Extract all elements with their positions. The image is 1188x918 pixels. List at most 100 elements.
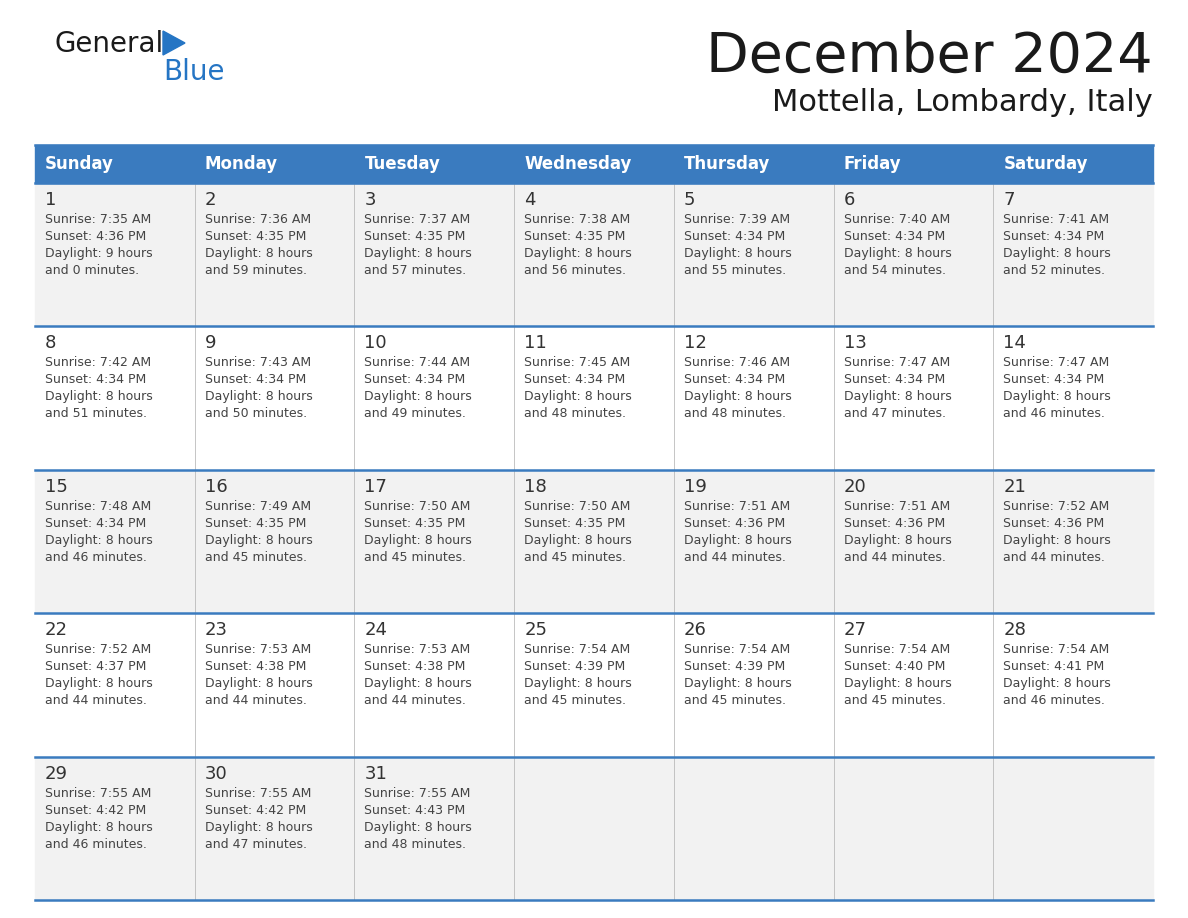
Text: and 54 minutes.: and 54 minutes. xyxy=(843,264,946,277)
Text: Sunset: 4:35 PM: Sunset: 4:35 PM xyxy=(524,230,626,243)
Text: Sunset: 4:34 PM: Sunset: 4:34 PM xyxy=(843,374,944,386)
Text: Daylight: 8 hours: Daylight: 8 hours xyxy=(45,533,153,547)
Text: Sunset: 4:34 PM: Sunset: 4:34 PM xyxy=(1004,374,1105,386)
Text: Daylight: 8 hours: Daylight: 8 hours xyxy=(843,533,952,547)
Text: Sunset: 4:34 PM: Sunset: 4:34 PM xyxy=(1004,230,1105,243)
Text: Daylight: 8 hours: Daylight: 8 hours xyxy=(204,390,312,403)
Text: Sunset: 4:43 PM: Sunset: 4:43 PM xyxy=(365,803,466,817)
Text: and 49 minutes.: and 49 minutes. xyxy=(365,408,467,420)
Text: 30: 30 xyxy=(204,765,227,783)
Bar xyxy=(34,327,1154,470)
Text: Sunset: 4:34 PM: Sunset: 4:34 PM xyxy=(365,374,466,386)
Text: 9: 9 xyxy=(204,334,216,353)
Text: Daylight: 8 hours: Daylight: 8 hours xyxy=(684,533,791,547)
Text: Sunrise: 7:47 AM: Sunrise: 7:47 AM xyxy=(1004,356,1110,369)
Text: Sunrise: 7:53 AM: Sunrise: 7:53 AM xyxy=(204,644,311,656)
Text: Daylight: 8 hours: Daylight: 8 hours xyxy=(1004,533,1111,547)
Text: and 52 minutes.: and 52 minutes. xyxy=(1004,264,1105,277)
Text: Daylight: 8 hours: Daylight: 8 hours xyxy=(684,247,791,260)
Text: and 57 minutes.: and 57 minutes. xyxy=(365,264,467,277)
Text: Sunset: 4:42 PM: Sunset: 4:42 PM xyxy=(204,803,307,817)
Text: and 44 minutes.: and 44 minutes. xyxy=(684,551,785,564)
Bar xyxy=(34,183,1154,327)
Text: 26: 26 xyxy=(684,621,707,639)
Text: and 48 minutes.: and 48 minutes. xyxy=(524,408,626,420)
Text: Sunrise: 7:52 AM: Sunrise: 7:52 AM xyxy=(1004,499,1110,513)
Text: Wednesday: Wednesday xyxy=(524,155,632,173)
Text: 1: 1 xyxy=(45,191,56,209)
Text: Sunrise: 7:51 AM: Sunrise: 7:51 AM xyxy=(684,499,790,513)
Text: Sunrise: 7:55 AM: Sunrise: 7:55 AM xyxy=(365,787,470,800)
Text: Sunrise: 7:53 AM: Sunrise: 7:53 AM xyxy=(365,644,470,656)
Text: Sunday: Sunday xyxy=(45,155,114,173)
Text: and 45 minutes.: and 45 minutes. xyxy=(204,551,307,564)
Text: Daylight: 8 hours: Daylight: 8 hours xyxy=(45,390,153,403)
Text: Sunrise: 7:40 AM: Sunrise: 7:40 AM xyxy=(843,213,950,226)
Text: Sunrise: 7:47 AM: Sunrise: 7:47 AM xyxy=(843,356,950,369)
Text: 21: 21 xyxy=(1004,477,1026,496)
Text: Daylight: 8 hours: Daylight: 8 hours xyxy=(524,390,632,403)
Text: 22: 22 xyxy=(45,621,68,639)
Text: Sunset: 4:35 PM: Sunset: 4:35 PM xyxy=(365,230,466,243)
Text: and 50 minutes.: and 50 minutes. xyxy=(204,408,307,420)
Text: 18: 18 xyxy=(524,477,546,496)
Text: Sunrise: 7:52 AM: Sunrise: 7:52 AM xyxy=(45,644,151,656)
Text: Daylight: 8 hours: Daylight: 8 hours xyxy=(204,677,312,690)
Text: and 47 minutes.: and 47 minutes. xyxy=(843,408,946,420)
Text: Sunset: 4:34 PM: Sunset: 4:34 PM xyxy=(843,230,944,243)
Text: and 45 minutes.: and 45 minutes. xyxy=(843,694,946,707)
Text: Sunset: 4:39 PM: Sunset: 4:39 PM xyxy=(684,660,785,673)
Text: 19: 19 xyxy=(684,477,707,496)
Text: Sunrise: 7:36 AM: Sunrise: 7:36 AM xyxy=(204,213,311,226)
Text: and 51 minutes.: and 51 minutes. xyxy=(45,408,147,420)
Text: Sunset: 4:38 PM: Sunset: 4:38 PM xyxy=(204,660,307,673)
Text: Sunset: 4:34 PM: Sunset: 4:34 PM xyxy=(204,374,307,386)
Text: Sunset: 4:37 PM: Sunset: 4:37 PM xyxy=(45,660,146,673)
Text: Monday: Monday xyxy=(204,155,278,173)
Text: and 59 minutes.: and 59 minutes. xyxy=(204,264,307,277)
Text: Sunrise: 7:55 AM: Sunrise: 7:55 AM xyxy=(45,787,151,800)
Text: 10: 10 xyxy=(365,334,387,353)
Text: 3: 3 xyxy=(365,191,375,209)
Text: 15: 15 xyxy=(45,477,68,496)
Text: 29: 29 xyxy=(45,765,68,783)
Text: 8: 8 xyxy=(45,334,56,353)
Text: and 45 minutes.: and 45 minutes. xyxy=(524,551,626,564)
Text: and 48 minutes.: and 48 minutes. xyxy=(684,408,785,420)
Text: 23: 23 xyxy=(204,621,228,639)
Text: Sunrise: 7:45 AM: Sunrise: 7:45 AM xyxy=(524,356,631,369)
Text: Sunrise: 7:48 AM: Sunrise: 7:48 AM xyxy=(45,499,151,513)
Text: Daylight: 8 hours: Daylight: 8 hours xyxy=(843,247,952,260)
Text: 17: 17 xyxy=(365,477,387,496)
Text: and 44 minutes.: and 44 minutes. xyxy=(843,551,946,564)
Text: Tuesday: Tuesday xyxy=(365,155,441,173)
Text: Sunset: 4:40 PM: Sunset: 4:40 PM xyxy=(843,660,944,673)
Text: Mottella, Lombardy, Italy: Mottella, Lombardy, Italy xyxy=(772,88,1154,117)
Text: 11: 11 xyxy=(524,334,546,353)
Text: Daylight: 8 hours: Daylight: 8 hours xyxy=(524,533,632,547)
Bar xyxy=(34,470,1154,613)
Text: Sunrise: 7:54 AM: Sunrise: 7:54 AM xyxy=(1004,644,1110,656)
Text: and 44 minutes.: and 44 minutes. xyxy=(1004,551,1105,564)
Text: General: General xyxy=(55,30,164,58)
Text: Sunset: 4:36 PM: Sunset: 4:36 PM xyxy=(843,517,944,530)
Text: 16: 16 xyxy=(204,477,227,496)
Text: Daylight: 8 hours: Daylight: 8 hours xyxy=(204,821,312,834)
Text: Sunrise: 7:51 AM: Sunrise: 7:51 AM xyxy=(843,499,950,513)
Text: Daylight: 8 hours: Daylight: 8 hours xyxy=(45,821,153,834)
Text: Sunrise: 7:38 AM: Sunrise: 7:38 AM xyxy=(524,213,631,226)
Text: Daylight: 8 hours: Daylight: 8 hours xyxy=(524,247,632,260)
Text: 12: 12 xyxy=(684,334,707,353)
Text: and 47 minutes.: and 47 minutes. xyxy=(204,837,307,851)
Text: Sunrise: 7:39 AM: Sunrise: 7:39 AM xyxy=(684,213,790,226)
Text: 31: 31 xyxy=(365,765,387,783)
Text: Daylight: 8 hours: Daylight: 8 hours xyxy=(365,247,472,260)
Text: 2: 2 xyxy=(204,191,216,209)
Text: Sunrise: 7:50 AM: Sunrise: 7:50 AM xyxy=(365,499,470,513)
Text: Sunset: 4:36 PM: Sunset: 4:36 PM xyxy=(684,517,785,530)
Text: Sunset: 4:34 PM: Sunset: 4:34 PM xyxy=(684,374,785,386)
Text: Sunrise: 7:42 AM: Sunrise: 7:42 AM xyxy=(45,356,151,369)
Text: Sunrise: 7:49 AM: Sunrise: 7:49 AM xyxy=(204,499,311,513)
Text: Daylight: 8 hours: Daylight: 8 hours xyxy=(204,247,312,260)
Text: Sunrise: 7:54 AM: Sunrise: 7:54 AM xyxy=(524,644,631,656)
